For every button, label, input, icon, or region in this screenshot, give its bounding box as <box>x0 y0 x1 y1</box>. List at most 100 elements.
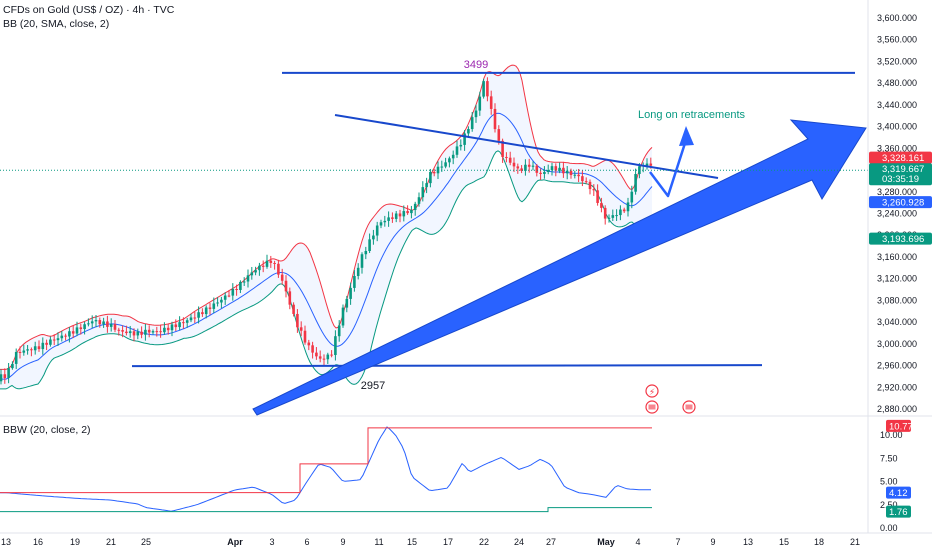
candle-body <box>592 189 596 191</box>
time-tick-label: 3 <box>269 537 274 547</box>
price-tick-label: 3,600.000 <box>877 13 917 23</box>
candle-body <box>489 96 493 109</box>
candle-body <box>387 217 390 221</box>
candle-body <box>463 133 466 145</box>
time-tick-label: Apr <box>227 537 243 547</box>
bbw-lowest-contraction <box>0 507 652 513</box>
candle-body <box>254 270 257 273</box>
candle-body <box>356 267 360 276</box>
countdown-label: 03:35:19 <box>882 174 919 185</box>
candle-body <box>280 274 284 281</box>
candle-body <box>128 331 132 334</box>
candle-body <box>174 324 178 328</box>
candle-body <box>368 239 371 251</box>
candle-body <box>349 287 352 299</box>
price-tick-label: 3,160.000 <box>877 252 917 262</box>
candle-body <box>394 213 398 219</box>
candle-body <box>60 335 64 339</box>
time-tick-label: 16 <box>33 537 43 547</box>
candle-body <box>626 202 630 212</box>
candle-body <box>204 307 208 315</box>
candle-body <box>216 302 219 304</box>
candle-body <box>90 321 94 324</box>
candle-body <box>151 331 155 333</box>
candle-body <box>14 351 18 364</box>
candle-body <box>246 275 250 282</box>
candle-body <box>30 349 33 351</box>
candle-body <box>292 304 295 314</box>
time-tick-label: 22 <box>479 537 489 547</box>
candle-body <box>406 211 409 214</box>
time-tick-label: 21 <box>850 537 860 547</box>
candle-body <box>83 324 86 330</box>
price-tick-label: 3,400.000 <box>877 122 917 132</box>
support-line <box>131 364 763 368</box>
candle-body <box>220 299 223 303</box>
price-tag <box>869 232 932 245</box>
time-tick-label: May <box>597 537 615 547</box>
long-on-retracements-note: Long on retracements <box>638 109 746 121</box>
price-tick-label: 3,360.000 <box>877 143 917 153</box>
candle-body <box>125 331 128 334</box>
time-axis[interactable]: 13 16 19 21 25 Apr 3 6 9 11 15 17 22 24 27 May 4 7 9 13 15 18… <box>0 532 932 547</box>
last-price-label: 3,319.667 <box>882 164 924 175</box>
candle-body <box>607 217 611 219</box>
bbw-pane[interactable] <box>0 415 932 513</box>
candle-body <box>432 171 436 174</box>
candle-body <box>94 320 98 322</box>
candle-body <box>288 291 292 305</box>
candle-body <box>178 322 181 328</box>
price-tag-label: 3,328.161 <box>882 153 924 164</box>
candle-body <box>315 352 318 357</box>
candle-body <box>505 156 508 158</box>
candle-body <box>573 174 577 176</box>
bbw-tag <box>886 419 911 432</box>
candle-body <box>451 154 455 159</box>
time-tick-label: 27 <box>546 537 556 547</box>
candle-body <box>645 163 649 166</box>
time-tick-label: 13 <box>743 537 753 547</box>
price-tick-label: 2,880.000 <box>877 404 917 414</box>
time-tick-label: 21 <box>106 537 116 547</box>
candle-body <box>326 354 330 360</box>
candle-body <box>334 336 337 356</box>
price-tag <box>869 196 932 209</box>
candle-body <box>113 324 117 330</box>
candle-body <box>52 339 56 341</box>
time-tick-label: 19 <box>70 537 80 547</box>
candle-body <box>402 211 406 217</box>
price-tick-label: 3,000.000 <box>877 339 917 349</box>
candle-body <box>558 167 561 171</box>
candle-body <box>106 321 109 327</box>
candle-body <box>391 217 394 219</box>
projection-arrowhead <box>679 126 694 146</box>
price-pane[interactable]: 3499 2957 Long on retracements ⚡ <box>0 59 868 416</box>
candle-body <box>634 174 637 192</box>
candle-body <box>619 209 622 216</box>
candle-body <box>75 327 79 334</box>
candle-body <box>375 225 379 236</box>
candle-body <box>166 327 170 331</box>
candle-body <box>554 166 558 171</box>
candle-body <box>322 358 326 360</box>
candle-body <box>611 215 615 218</box>
price-tick-label: 2,960.000 <box>877 361 917 371</box>
price-tag-label: 3,260.928 <box>882 198 924 209</box>
price-axis[interactable]: 2,880.000 2,920.000 2,960.000 3,000.000 3,04… <box>867 0 932 533</box>
descending-trendline <box>334 114 719 179</box>
time-tick-label: 17 <box>443 537 453 547</box>
candle-body <box>615 215 618 217</box>
candle-body <box>71 331 75 334</box>
time-tick-label: 9 <box>340 537 345 547</box>
bbw-tag <box>886 486 911 499</box>
low-label: 2957 <box>361 380 385 392</box>
bbw-tag-label: 1.76 <box>889 507 908 518</box>
candle-body <box>208 307 212 309</box>
candle-body <box>155 331 159 333</box>
price-tick-label: 3,240.000 <box>877 209 917 219</box>
candle-body <box>410 210 413 214</box>
candle-body <box>539 172 542 174</box>
price-tag <box>869 151 932 164</box>
bb-indicator-label: BB (20, SMA, close, 2) <box>3 18 110 30</box>
